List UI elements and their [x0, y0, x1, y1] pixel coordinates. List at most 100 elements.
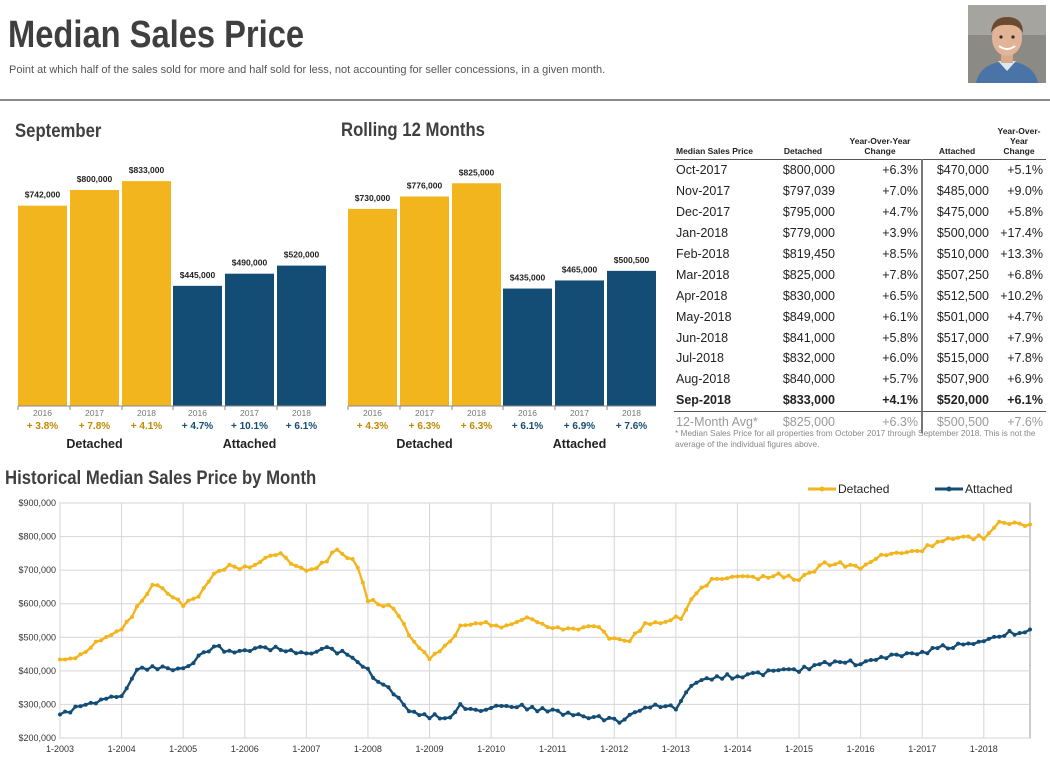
data-point: [822, 660, 827, 664]
roll-change-label: + 6.9%: [564, 421, 596, 432]
data-point: [150, 582, 155, 587]
data-point: [63, 657, 68, 662]
data-point: [699, 585, 704, 590]
table-row: Aug-2018 $840,000 +5.7% $507,900 +6.9%: [674, 368, 1046, 390]
data-point: [468, 706, 473, 711]
y-tick-label: $400,000: [18, 666, 56, 676]
data-point: [586, 716, 591, 721]
table-row: Apr-2018 $830,000 +6.5% $512,500 +10.2%: [674, 285, 1046, 307]
sept-year-label: 2016: [33, 408, 52, 418]
cell-detached-change: +3.9%: [882, 226, 918, 241]
data-point: [694, 591, 699, 596]
data-point: [945, 536, 950, 541]
data-point: [227, 562, 232, 567]
sept-bar-value-label: $520,000: [284, 250, 320, 260]
line-plot-area: [59, 502, 1031, 739]
data-point: [668, 703, 673, 708]
table-footnote: * Median Sales Price for all properties …: [675, 428, 1036, 449]
data-point: [591, 715, 596, 719]
data-point: [484, 620, 488, 624]
data-point: [930, 544, 935, 549]
data-point: [689, 597, 694, 602]
data-point: [1028, 522, 1032, 527]
data-point: [976, 639, 981, 644]
cell-detached: $830,000: [782, 288, 835, 303]
cell-detached-change: +4.7%: [882, 205, 918, 220]
cell-attached-change: +13.3%: [1000, 247, 1043, 261]
data-point: [602, 718, 606, 723]
header-detached: Detached: [768, 126, 838, 160]
data-point: [196, 594, 201, 599]
data-point: [889, 652, 894, 657]
sept-bar-attached-2018: [277, 265, 326, 406]
data-point: [278, 648, 283, 652]
roll-bar-value-label: $730,000: [355, 193, 391, 203]
data-point: [663, 619, 668, 624]
data-point: [596, 714, 601, 719]
roll-bar-value-label: $776,000: [407, 180, 443, 190]
data-point: [658, 705, 663, 710]
data-point: [473, 621, 478, 626]
data-point: [170, 668, 175, 673]
data-point: [622, 717, 627, 722]
cell-detached: $840,000: [782, 372, 835, 387]
data-point: [561, 627, 565, 632]
data-point: [627, 639, 632, 644]
data-point: [437, 716, 442, 721]
x-tick-label: 1-2014: [723, 744, 751, 754]
data-point: [802, 573, 807, 577]
roll-year-label: 2016: [518, 408, 537, 418]
data-point: [951, 537, 955, 542]
data-point: [494, 623, 499, 628]
data-point: [417, 646, 422, 650]
y-tick-label: $800,000: [18, 532, 56, 542]
roll-change-label: + 4.3%: [357, 421, 389, 432]
data-point: [253, 562, 257, 567]
cell-month: Mar-2018: [676, 267, 730, 282]
data-point: [222, 649, 227, 654]
data-point: [217, 643, 222, 648]
data-point: [863, 562, 868, 567]
data-point: [868, 658, 873, 662]
data-point: [181, 604, 186, 608]
data-point: [704, 583, 709, 588]
cell-month: Jan-2018: [676, 226, 729, 241]
data-point: [663, 704, 668, 709]
data-point: [68, 710, 73, 715]
data-point: [899, 551, 904, 556]
cell-attached-change: +5.8%: [1007, 205, 1043, 220]
data-point: [848, 562, 853, 567]
data-point: [135, 667, 139, 672]
data-point: [745, 672, 750, 677]
data-point: [992, 525, 997, 530]
cell-detached-change: +7.0%: [882, 184, 918, 199]
data-point: [309, 567, 314, 572]
data-point: [176, 666, 180, 671]
data-point: [442, 643, 447, 648]
data-point: [145, 667, 150, 672]
data-point: [679, 616, 683, 621]
cell-attached: $475,000: [921, 201, 992, 223]
data-point: [427, 716, 432, 721]
sept-bar-detached-2016: [18, 205, 67, 406]
data-point: [725, 576, 730, 581]
data-point: [1007, 629, 1012, 633]
cell-detached-change: +5.8%: [882, 330, 918, 345]
x-tick-label: 1-2008: [354, 744, 382, 754]
data-point: [689, 683, 694, 688]
cell-month: Apr-2018: [676, 288, 728, 303]
cell-detached: $819,450: [782, 247, 835, 261]
data-point: [319, 646, 324, 651]
cell-attached: $515,000: [921, 348, 992, 369]
data-point: [632, 631, 637, 636]
data-point: [263, 555, 268, 560]
data-point: [268, 553, 273, 558]
data-point: [576, 627, 581, 632]
data-point: [381, 604, 386, 609]
cell-attached: $507,250: [921, 264, 992, 286]
data-point: [694, 680, 699, 685]
data-point: [371, 675, 376, 680]
cell-attached: $500,500: [921, 411, 992, 433]
cell-month: Dec-2017: [676, 205, 731, 220]
data-point: [478, 621, 483, 626]
